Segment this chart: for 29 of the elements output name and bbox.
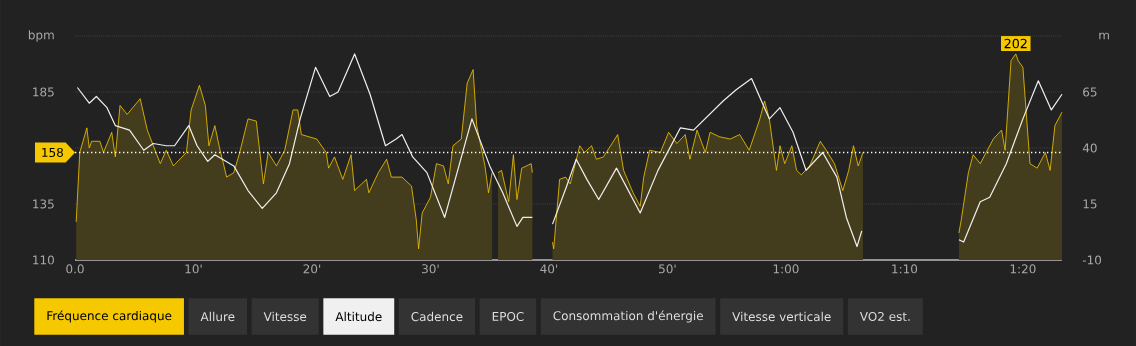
x-tick-label: 50' bbox=[659, 264, 676, 274]
annotation: 202 bbox=[1004, 38, 1027, 49]
text: Cadence bbox=[411, 311, 463, 322]
x-tick-label: 40' bbox=[540, 264, 558, 274]
y2-tick-label: 40 bbox=[1082, 143, 1097, 153]
x-tick-label: 20' bbox=[303, 264, 321, 274]
x-tick-label: 1:10 bbox=[892, 264, 918, 274]
text: Allure bbox=[200, 311, 235, 322]
text: Fréquence cardiaque bbox=[47, 310, 172, 323]
y2-axis-title: m bbox=[1099, 32, 1109, 40]
y2-tick-label: 15 bbox=[1083, 199, 1097, 209]
y-tick-label: 135 bbox=[33, 199, 54, 209]
y2-tick-label: -10 bbox=[1082, 255, 1102, 265]
y-tick-label: 110 bbox=[33, 255, 54, 265]
text: Consommation d'énergie bbox=[553, 310, 703, 323]
x-tick-label: 1:00 bbox=[773, 264, 799, 274]
x-tick-label: 1:20 bbox=[1010, 264, 1036, 274]
x-tick-label: 30' bbox=[422, 264, 439, 274]
text: Vitesse bbox=[263, 311, 307, 322]
x-tick-label: 10' bbox=[185, 264, 202, 274]
y2-tick-label: 65 bbox=[1083, 87, 1097, 97]
ref-line-label: 158 bbox=[42, 147, 63, 158]
text: Vitesse verticale bbox=[732, 311, 831, 322]
text: VO2 est. bbox=[859, 311, 910, 322]
y-tick-label: 185 bbox=[33, 87, 54, 97]
x-tick-label: 0.0 bbox=[66, 264, 84, 274]
text: EPOC bbox=[492, 311, 524, 322]
y-axis-title: bpm bbox=[28, 30, 54, 42]
text: Altitude bbox=[335, 311, 382, 322]
